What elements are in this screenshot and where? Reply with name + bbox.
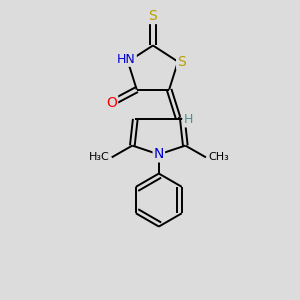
- Text: S: S: [177, 55, 186, 69]
- Text: O: O: [106, 96, 117, 110]
- Text: HN: HN: [117, 53, 136, 66]
- Text: H₃C: H₃C: [89, 152, 110, 162]
- Text: S: S: [148, 9, 157, 23]
- Text: N: N: [154, 147, 164, 161]
- Text: H: H: [184, 113, 193, 127]
- Text: CH₃: CH₃: [208, 152, 229, 162]
